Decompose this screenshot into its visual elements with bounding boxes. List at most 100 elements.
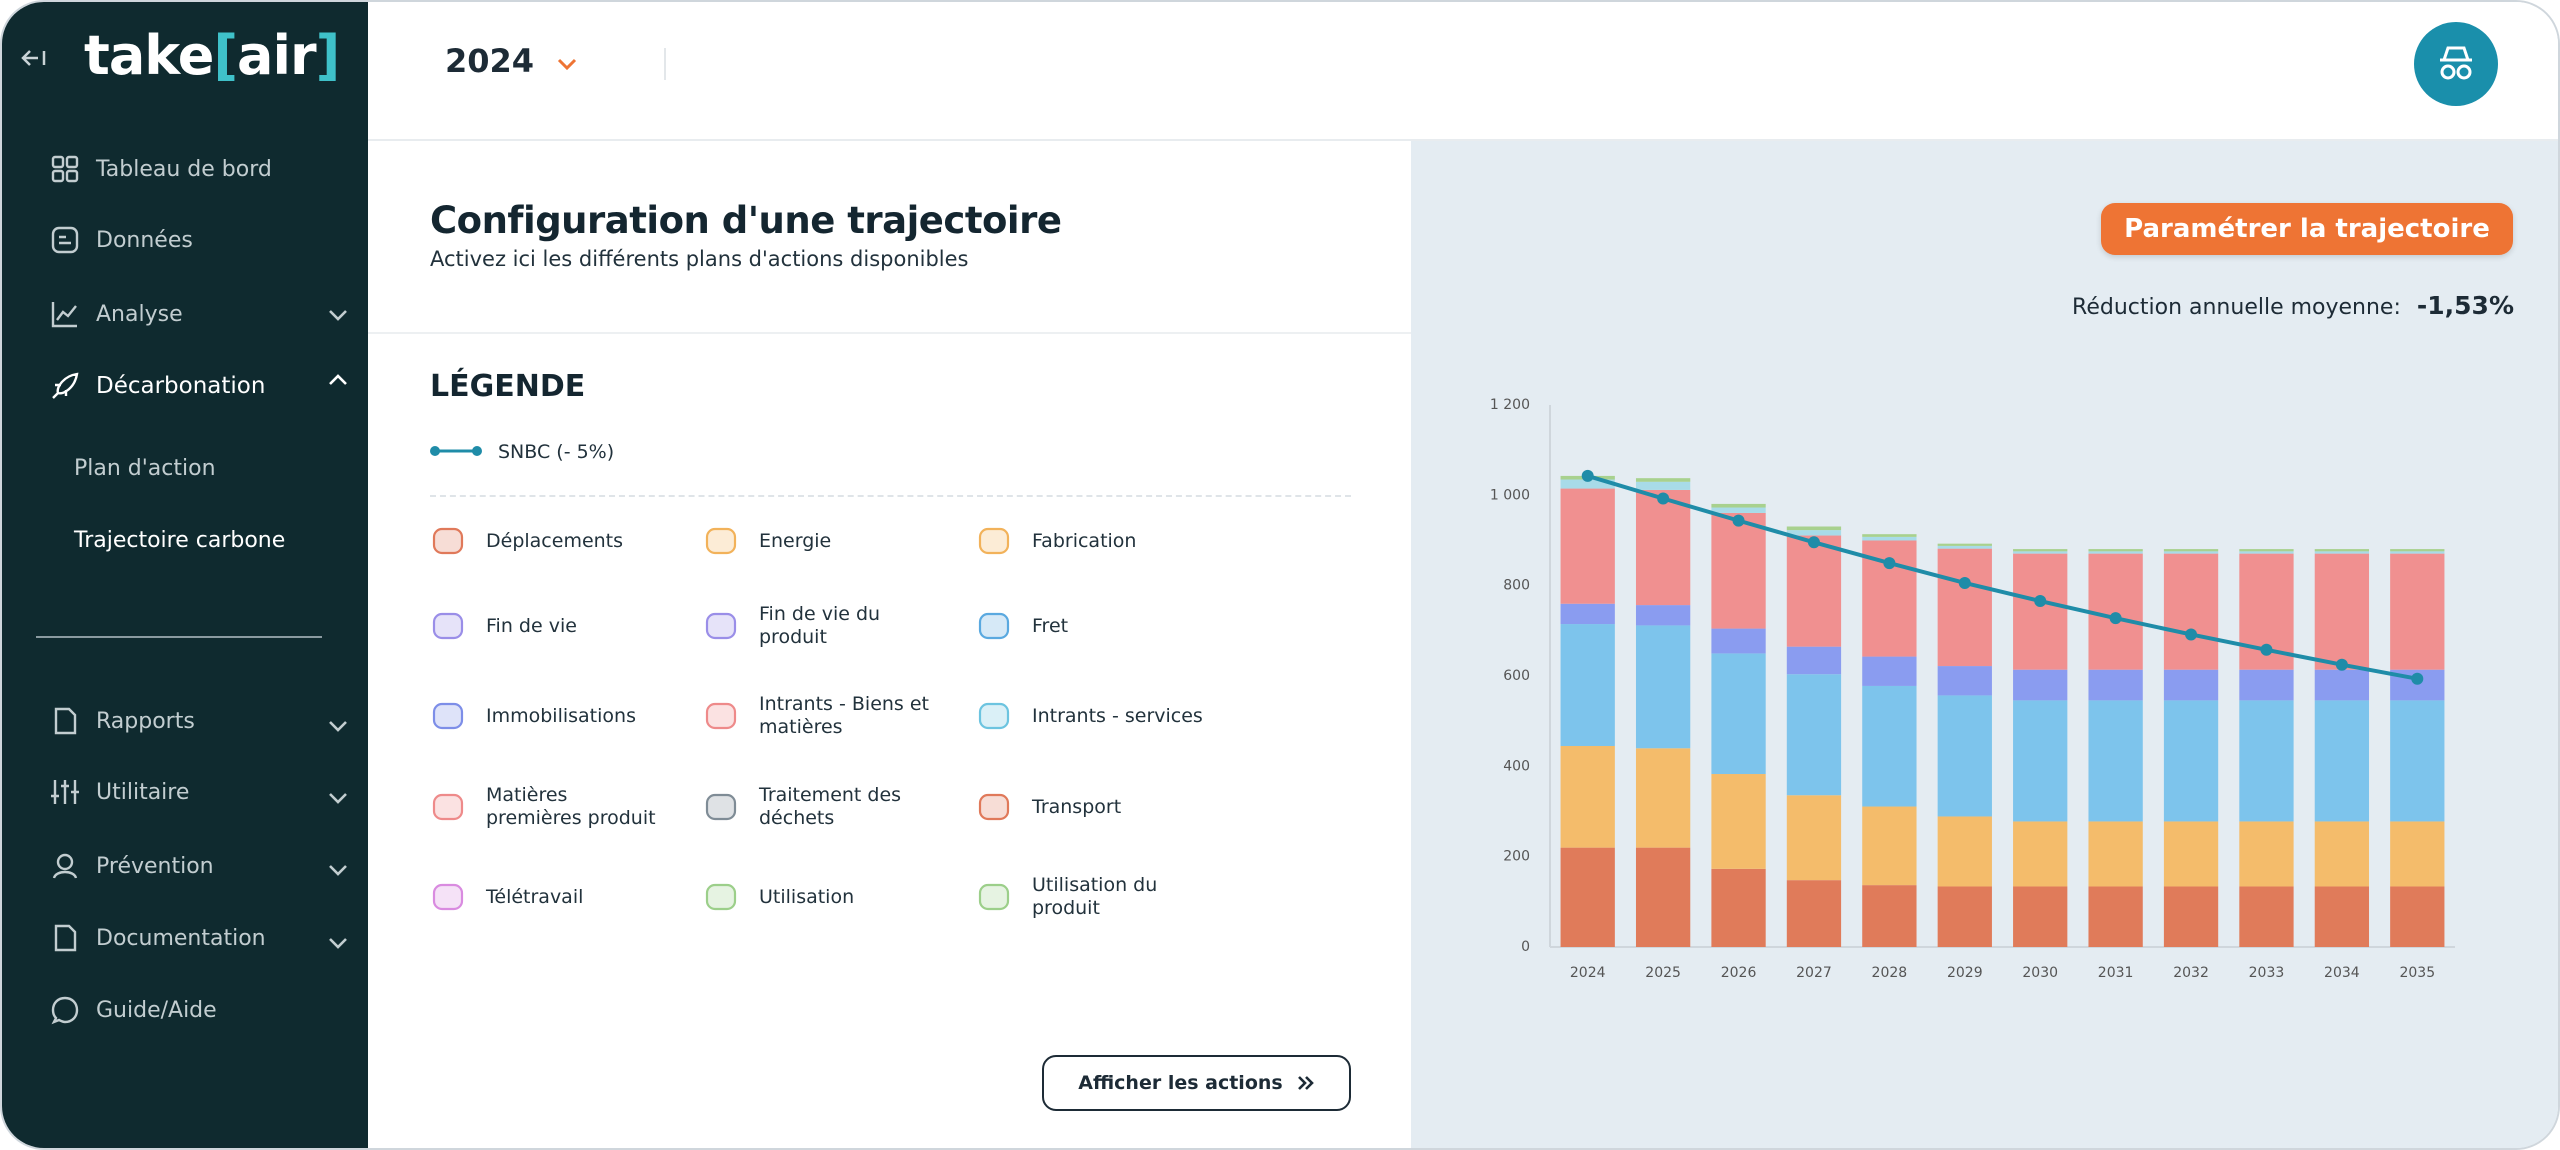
bar-segment bbox=[1711, 512, 1766, 629]
legend-label: Fabrication bbox=[1032, 529, 1137, 552]
bar-segment bbox=[2163, 553, 2219, 670]
trajectory-point bbox=[1958, 576, 1971, 589]
chevron-down[interactable] bbox=[328, 864, 348, 876]
y-tick-label: 200 bbox=[1503, 849, 1530, 865]
x-tick-label: 2027 bbox=[1796, 965, 1832, 981]
bar-segment bbox=[2163, 669, 2219, 701]
logo-bracket: ] bbox=[315, 24, 341, 87]
bar-segment bbox=[2239, 669, 2294, 701]
nav-icon bbox=[52, 853, 78, 879]
nav-label: Données bbox=[96, 227, 193, 253]
nav-item[interactable]: Guide/Aide bbox=[50, 995, 217, 1025]
nav-item[interactable]: Prévention bbox=[50, 851, 214, 881]
show-actions-button[interactable]: Afficher les actions bbox=[1042, 1055, 1351, 1111]
sub-nav-item-active[interactable]: Trajectoire carbone bbox=[74, 528, 286, 553]
year-select[interactable]: 2024 bbox=[445, 42, 535, 80]
bar-segment bbox=[1560, 488, 1615, 604]
trajectory-panel: Paramétrer la trajectoire Réduction annu… bbox=[1411, 141, 2558, 1148]
bar-segment bbox=[1786, 646, 1842, 675]
legend-label: Traitement des déchets bbox=[759, 784, 902, 829]
legend-icon bbox=[432, 527, 464, 555]
legend-label: Immobilisations bbox=[486, 704, 636, 727]
x-tick-label: 2035 bbox=[2399, 965, 2435, 981]
logo-bracket: [ bbox=[213, 24, 238, 87]
nav-label: Documentation bbox=[96, 925, 266, 951]
nav-item[interactable]: Analyse bbox=[50, 299, 183, 329]
legend-icon bbox=[432, 793, 464, 821]
nav-item[interactable]: Tableau de bord bbox=[50, 154, 272, 184]
chevron-down[interactable] bbox=[328, 937, 348, 949]
legend-icon bbox=[978, 702, 1010, 730]
nav-item-active[interactable]: Décarbonation bbox=[50, 371, 265, 401]
x-tick-label: 2025 bbox=[1645, 965, 1681, 981]
reduction-info: Réduction annuelle moyenne: -1,53% bbox=[2072, 291, 2514, 320]
chevron-down[interactable] bbox=[328, 309, 348, 321]
bar-segment bbox=[1937, 545, 1992, 549]
nav-item[interactable]: Rapports bbox=[50, 706, 195, 736]
bar-segment bbox=[2314, 551, 2370, 554]
nav-label: Tableau de bord bbox=[96, 156, 272, 182]
trajectory-point bbox=[1883, 557, 1896, 570]
nav-item[interactable]: Documentation bbox=[50, 923, 266, 953]
year-chevron[interactable] bbox=[557, 58, 577, 70]
bar-segment bbox=[1711, 868, 1766, 947]
legend-label: Matières premières produit bbox=[486, 784, 656, 829]
legend-label: Transport bbox=[1032, 795, 1122, 818]
y-tick-label: 1 200 bbox=[1490, 397, 1530, 413]
legend-label: Energie bbox=[759, 529, 832, 552]
trajectory-point bbox=[2034, 595, 2047, 608]
button-label: Afficher les actions bbox=[1078, 1072, 1283, 1094]
legend-item: Immobilisations bbox=[430, 692, 661, 740]
legend-label: Intrants - services bbox=[1032, 704, 1203, 727]
legend-icon bbox=[432, 702, 464, 730]
trajectory-point bbox=[2411, 672, 2424, 685]
chevron-down[interactable] bbox=[328, 720, 348, 732]
snbc-legend-label: SNBC (- 5%) bbox=[498, 441, 615, 463]
nav-icon bbox=[51, 155, 79, 183]
collapse-icon[interactable] bbox=[18, 46, 48, 70]
bar-segment bbox=[1786, 795, 1842, 881]
bar-segment bbox=[2163, 700, 2219, 822]
configure-trajectory-button[interactable]: Paramétrer la trajectoire bbox=[2101, 203, 2513, 255]
bar-segment bbox=[2013, 551, 2068, 554]
x-tick-label: 2033 bbox=[2249, 965, 2285, 981]
bar-segment bbox=[2163, 549, 2219, 552]
trajectory-line bbox=[1587, 473, 2418, 681]
bar-segment bbox=[2013, 549, 2068, 552]
nav-item[interactable]: Utilitaire bbox=[50, 777, 189, 807]
legend-title: LÉGENDE bbox=[430, 369, 586, 404]
bar-segment bbox=[1635, 748, 1691, 848]
nav-item[interactable]: Données bbox=[50, 225, 193, 255]
nav-icon bbox=[52, 372, 79, 399]
bar-segment bbox=[1937, 548, 1992, 667]
legend-icon bbox=[705, 883, 737, 911]
x-tick-label: 2029 bbox=[1947, 965, 1983, 981]
legend-icon bbox=[978, 883, 1010, 911]
x-tick-label: 2032 bbox=[2173, 965, 2209, 981]
legend-item: Energie bbox=[703, 517, 934, 565]
nav-label: Prévention bbox=[96, 853, 214, 879]
chevron-down[interactable] bbox=[328, 792, 348, 804]
legend-icon bbox=[705, 793, 737, 821]
bar-segment bbox=[2239, 700, 2294, 822]
bar-segment bbox=[2390, 700, 2445, 822]
bar-segment bbox=[2088, 551, 2143, 554]
bar-segment bbox=[2013, 700, 2068, 822]
chevron-up[interactable] bbox=[328, 374, 348, 386]
bar-segment bbox=[2088, 553, 2143, 670]
bar-segment bbox=[1635, 489, 1691, 606]
bar-segment bbox=[2314, 886, 2370, 947]
legend-label: Fin de vie bbox=[486, 614, 577, 637]
legend-label: Intrants - Biens et matières bbox=[759, 693, 929, 738]
bar-segment bbox=[2390, 553, 2445, 670]
legend-label: Fret bbox=[1032, 614, 1069, 637]
button-icon bbox=[1297, 1076, 1314, 1090]
user-avatar[interactable] bbox=[2412, 20, 2500, 108]
bar-segment bbox=[1635, 478, 1691, 482]
y-tick-label: 600 bbox=[1503, 668, 1530, 684]
bar-segment bbox=[1635, 605, 1691, 626]
bar-segment bbox=[1862, 685, 1917, 807]
legend-item: Transport bbox=[976, 783, 1207, 831]
reduction-value: -1,53% bbox=[2416, 291, 2514, 320]
sub-nav-item[interactable]: Plan d'action bbox=[74, 456, 216, 481]
